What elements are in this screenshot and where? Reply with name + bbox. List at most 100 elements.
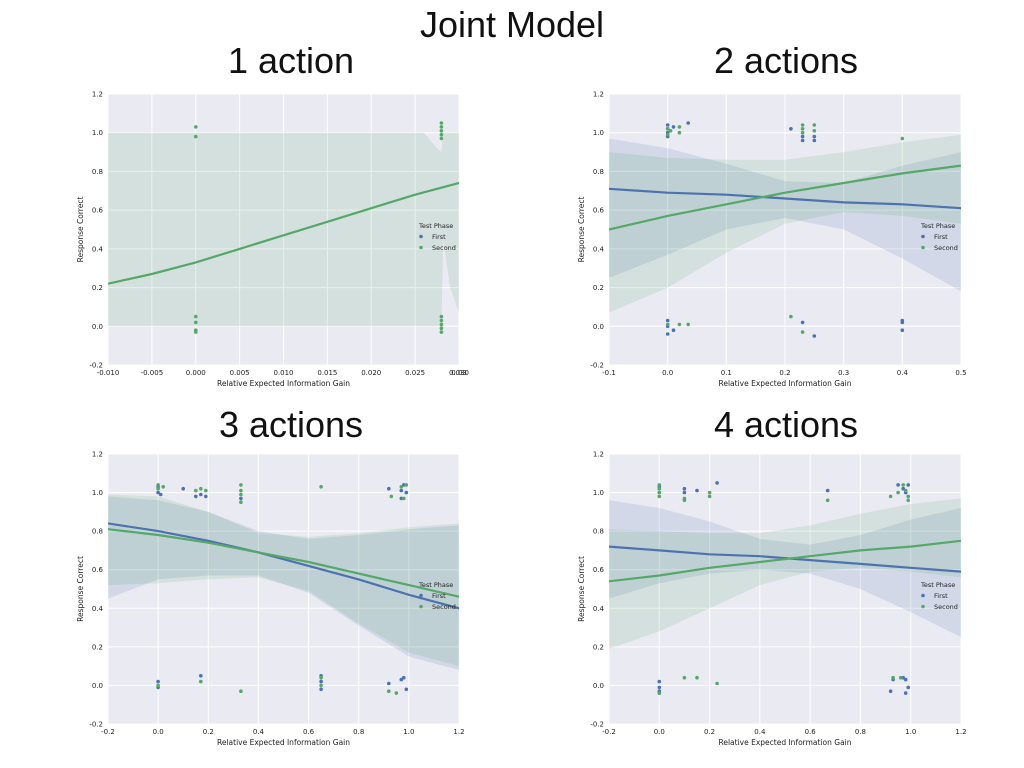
data-point-second xyxy=(156,683,160,688)
x-axis-label: Relative Expected Information Gain xyxy=(718,379,851,388)
panel-title-2: 2 actions xyxy=(713,40,859,81)
y-tick-label: 0.4 xyxy=(92,605,104,613)
data-point-second xyxy=(800,330,805,334)
legend-title: Test Phase xyxy=(418,222,453,230)
data-point-first xyxy=(800,320,805,325)
data-point-first xyxy=(665,332,670,336)
data-point-second xyxy=(812,129,817,133)
y-tick-label: 1.2 xyxy=(593,91,604,99)
data-point-second xyxy=(668,129,673,133)
data-point-second xyxy=(707,490,712,495)
x-tick-label: 0.005 xyxy=(230,369,250,377)
data-point-first xyxy=(402,675,406,680)
y-axis-label: Response Correct xyxy=(577,197,586,263)
data-point-second xyxy=(439,136,444,141)
data-point-first xyxy=(402,483,406,487)
x-tick-label: 0.4 xyxy=(754,728,766,736)
x-tick-label: 0.010 xyxy=(273,369,293,377)
y-tick-label: 0.8 xyxy=(593,168,604,176)
x-tick-label: -0.2 xyxy=(602,728,616,736)
data-point-first xyxy=(682,486,687,491)
data-point-first xyxy=(900,320,905,325)
data-point-second xyxy=(439,330,444,334)
y-tick-label: 0.6 xyxy=(593,566,605,574)
data-point-second xyxy=(194,125,198,129)
y-tick-label: 0.8 xyxy=(92,528,103,536)
x-tick-label: 0.6 xyxy=(805,728,817,736)
data-point-second xyxy=(657,486,662,491)
data-point-second xyxy=(439,121,444,125)
data-point-second xyxy=(239,483,243,487)
data-point-first xyxy=(181,486,185,491)
data-point-second xyxy=(896,490,900,495)
data-point-first xyxy=(800,138,805,143)
data-point-first xyxy=(671,125,676,129)
legend-label-first: First xyxy=(432,233,446,241)
y-tick-label: 1.0 xyxy=(593,129,604,137)
chart-panel-4: -0.2 0.0 0.2 0.4 0.6 0.8 1.0 1.2 -0.2 0.0 0.2 0.4 0.… xyxy=(577,451,967,748)
data-point-second xyxy=(677,130,682,135)
data-point-second xyxy=(402,496,406,501)
x-tick-label: 1.2 xyxy=(453,728,464,736)
plot-content xyxy=(609,481,961,695)
legend-title: Test Phase xyxy=(418,581,453,589)
y-tick-label: 0.0 xyxy=(92,323,103,331)
confidence-band-second xyxy=(609,498,961,649)
y-tick-label: 1.2 xyxy=(593,451,604,459)
data-point-first xyxy=(156,490,160,495)
page-title: Joint Model xyxy=(419,4,605,45)
data-point-second xyxy=(686,322,690,327)
x-tick-label: 0.03 xyxy=(451,369,467,377)
data-point-first xyxy=(665,318,670,323)
data-point-second xyxy=(199,486,203,491)
data-point-first xyxy=(404,687,409,692)
data-point-first xyxy=(900,328,905,333)
data-point-second xyxy=(665,322,670,327)
fit-line-second xyxy=(108,528,459,598)
y-tick-label: 1.0 xyxy=(92,129,103,137)
data-point-first xyxy=(903,677,908,682)
y-tick-label: 0.6 xyxy=(593,207,605,215)
data-point-second xyxy=(439,129,444,133)
x-tick-label: 0.020 xyxy=(361,369,381,377)
y-tick-label: 0.2 xyxy=(92,284,103,292)
data-point-second xyxy=(657,483,662,487)
data-point-first xyxy=(903,691,908,695)
x-tick-label: 0.5 xyxy=(955,369,966,377)
legend-marker-first xyxy=(419,593,423,598)
x-tick-label: 0.8 xyxy=(353,728,364,736)
x-tick-label: 0.8 xyxy=(855,728,866,736)
data-point-second xyxy=(682,498,687,503)
data-point-second xyxy=(394,691,399,695)
x-tick-label: -0.2 xyxy=(101,728,115,736)
y-tick-label: 0.4 xyxy=(593,245,605,253)
fit-line-first xyxy=(108,522,459,610)
y-tick-label: 0.2 xyxy=(593,643,604,651)
data-point-second xyxy=(387,689,391,693)
data-point-first xyxy=(888,689,893,693)
data-point-second xyxy=(239,689,243,693)
x-tick-label: -0.005 xyxy=(141,369,164,377)
x-tick-label: 0.4 xyxy=(253,728,265,736)
x-tick-label: 1.2 xyxy=(955,728,966,736)
y-tick-label: 0.6 xyxy=(92,207,104,215)
data-point-first xyxy=(665,123,670,127)
fit-line-second xyxy=(609,164,961,231)
data-point-second xyxy=(888,494,893,499)
x-axis-label: Relative Expected Information Gain xyxy=(217,738,350,747)
data-point-second xyxy=(161,485,165,489)
data-point-second xyxy=(204,488,208,493)
data-point-first xyxy=(399,496,404,501)
data-point-second xyxy=(906,498,910,503)
data-point-second xyxy=(900,136,905,141)
data-point-second xyxy=(156,483,160,487)
data-point-second xyxy=(439,318,444,323)
legend-marker-second xyxy=(419,604,423,609)
data-point-second xyxy=(707,494,712,499)
fit-line-second xyxy=(609,539,961,583)
legend-marker-first xyxy=(419,234,423,239)
data-point-first xyxy=(319,687,323,692)
legend-label-second: Second xyxy=(934,603,958,611)
plot-content xyxy=(108,121,459,334)
y-tick-label: 1.0 xyxy=(92,489,103,497)
